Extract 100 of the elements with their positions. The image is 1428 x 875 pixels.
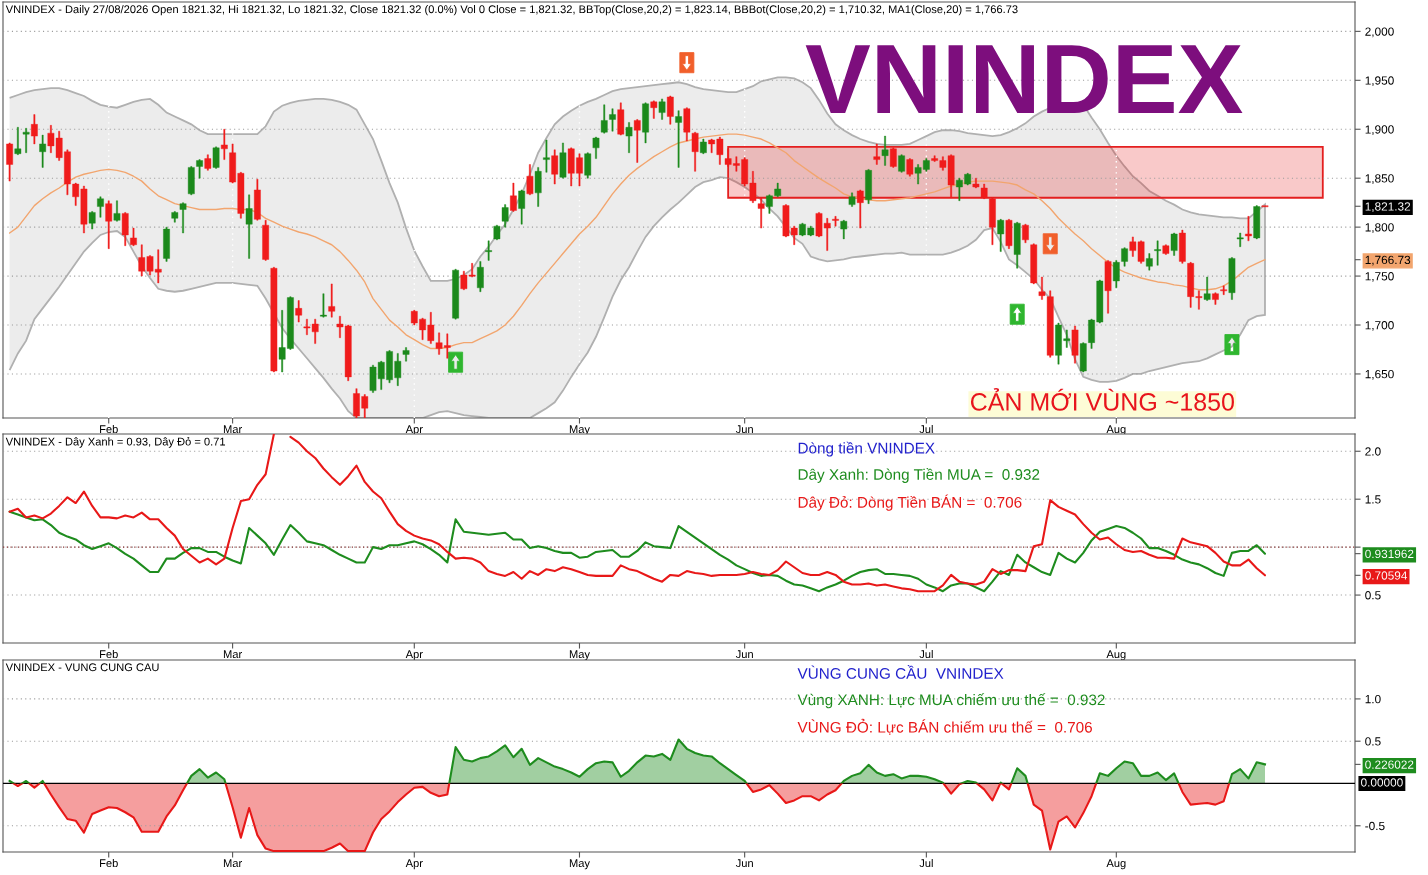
candlestick bbox=[254, 178, 261, 221]
candlestick bbox=[1046, 290, 1054, 358]
x-tick-label: Jun bbox=[735, 650, 753, 659]
legend-title: VÙNG CUNG CẦU VNINDEX bbox=[797, 665, 1004, 679]
candlestick bbox=[1220, 285, 1228, 295]
y-tick-label: 1,750 bbox=[1365, 272, 1394, 282]
candlestick bbox=[22, 128, 30, 153]
candlestick bbox=[163, 226, 170, 262]
candlestick bbox=[584, 152, 592, 179]
x-tick-label: Jul bbox=[919, 649, 933, 659]
candlestick bbox=[609, 108, 616, 132]
candlestick bbox=[675, 110, 682, 168]
candlestick bbox=[179, 202, 187, 234]
annotation: CẢN MỚI VÙNG ~1850 bbox=[970, 388, 1234, 411]
candlestick bbox=[1112, 260, 1120, 289]
candlestick bbox=[906, 158, 914, 177]
candlestick bbox=[1203, 276, 1211, 301]
x-tick-label: Jun bbox=[735, 859, 753, 868]
x-tick-label: Mar bbox=[223, 859, 242, 868]
candlestick bbox=[518, 189, 526, 225]
candlestick bbox=[666, 95, 674, 125]
candlestick bbox=[551, 149, 559, 185]
candlestick bbox=[1170, 232, 1178, 256]
candlestick bbox=[402, 347, 410, 362]
candlestick bbox=[97, 196, 104, 218]
candlestick bbox=[617, 102, 625, 136]
candlestick bbox=[1245, 216, 1252, 242]
candlestick bbox=[1154, 240, 1161, 266]
text: VÙNG ĐỎ: Lực BÁN chiếm ưu thế = 0.706 bbox=[797, 718, 1092, 735]
candlestick bbox=[130, 227, 137, 246]
annotation: VNINDEX bbox=[805, 45, 1243, 113]
candlestick bbox=[510, 182, 517, 212]
x-tick-label: May bbox=[569, 650, 590, 661]
x-tick-label: Mar bbox=[223, 650, 242, 659]
candlestick bbox=[295, 300, 303, 323]
y-tick-label: 1,850 bbox=[1365, 174, 1394, 184]
y-tick-label: 1,766.73 bbox=[1365, 255, 1411, 266]
candlestick bbox=[757, 197, 765, 229]
candlestick bbox=[700, 138, 707, 154]
y-tick-label: 0.931962 bbox=[1365, 549, 1414, 559]
candlestick bbox=[1013, 222, 1021, 269]
candlestick bbox=[1038, 276, 1046, 300]
y-tick-label: 2,000 bbox=[1365, 27, 1394, 38]
legend-title: Dòng tiền VNINDEX bbox=[798, 441, 935, 457]
candlestick bbox=[534, 167, 542, 207]
candlestick bbox=[881, 135, 889, 166]
text: Dây Xanh: Dòng Tiền MUA = 0.932 bbox=[798, 468, 1040, 483]
chart-title: VNINDEX - Dây Xanh = 0.93, Dây Đỏ = 0.71 bbox=[5, 437, 226, 448]
candlestick bbox=[1079, 342, 1087, 373]
candlestick bbox=[1030, 243, 1038, 285]
candlestick bbox=[31, 114, 38, 145]
candlestick bbox=[1212, 292, 1219, 305]
chart-title: VNINDEX - VUNG CUNG CAU bbox=[5, 663, 159, 672]
x-tick-label: Feb bbox=[100, 858, 118, 868]
series-label: Dây Đỏ: Dòng Tiền BÁN = 0.706 bbox=[798, 494, 1022, 511]
candlestick bbox=[1236, 232, 1244, 247]
x-tick-label: Aug bbox=[1106, 859, 1126, 870]
candlestick bbox=[88, 211, 96, 230]
x-tick-label: Jul bbox=[919, 424, 933, 434]
candlestick bbox=[196, 159, 203, 179]
y-tick-label: 1,821.32 bbox=[1365, 202, 1411, 213]
y-tick-label: 1,950 bbox=[1365, 76, 1394, 87]
candlestick bbox=[832, 216, 839, 227]
candlestick bbox=[1228, 257, 1236, 300]
candlestick bbox=[658, 98, 666, 120]
candlestick bbox=[625, 122, 633, 153]
x-tick-label: Jun bbox=[735, 425, 753, 434]
candlestick bbox=[121, 212, 129, 246]
candlestick bbox=[543, 139, 550, 173]
x-tick-label: May bbox=[569, 425, 590, 436]
ref-line-label: 0.00000 bbox=[1361, 778, 1403, 787]
candlestick bbox=[113, 200, 121, 222]
candlestick bbox=[1104, 260, 1112, 314]
candlestick bbox=[989, 197, 996, 245]
candlestick bbox=[220, 129, 228, 160]
y-tick-label: 1.0 bbox=[1365, 694, 1381, 704]
candlestick bbox=[1071, 325, 1079, 364]
x-tick-label: Apr bbox=[405, 650, 423, 661]
candlestick bbox=[856, 189, 864, 229]
candlestick bbox=[1121, 247, 1128, 267]
candlestick bbox=[493, 224, 501, 241]
candlestick bbox=[204, 154, 212, 171]
candlestick bbox=[1179, 229, 1186, 264]
candlestick bbox=[600, 104, 608, 134]
candlestick bbox=[559, 142, 567, 179]
candlestick bbox=[270, 267, 278, 373]
candlestick bbox=[6, 142, 13, 182]
y-tick-label: 2.0 bbox=[1365, 447, 1381, 456]
y-tick-label: 1,650 bbox=[1365, 369, 1394, 380]
candlestick bbox=[14, 127, 22, 155]
candlestick bbox=[1253, 205, 1261, 240]
candlestick bbox=[328, 283, 336, 318]
candlestick bbox=[245, 194, 253, 259]
candlestick bbox=[526, 164, 534, 196]
y-tick-label: 1,800 bbox=[1365, 223, 1394, 233]
candlestick bbox=[683, 107, 691, 142]
candlestick bbox=[848, 192, 856, 207]
candlestick bbox=[1005, 219, 1013, 249]
y-tick-label: 1,900 bbox=[1365, 125, 1394, 136]
x-tick-label: Apr bbox=[405, 859, 423, 870]
